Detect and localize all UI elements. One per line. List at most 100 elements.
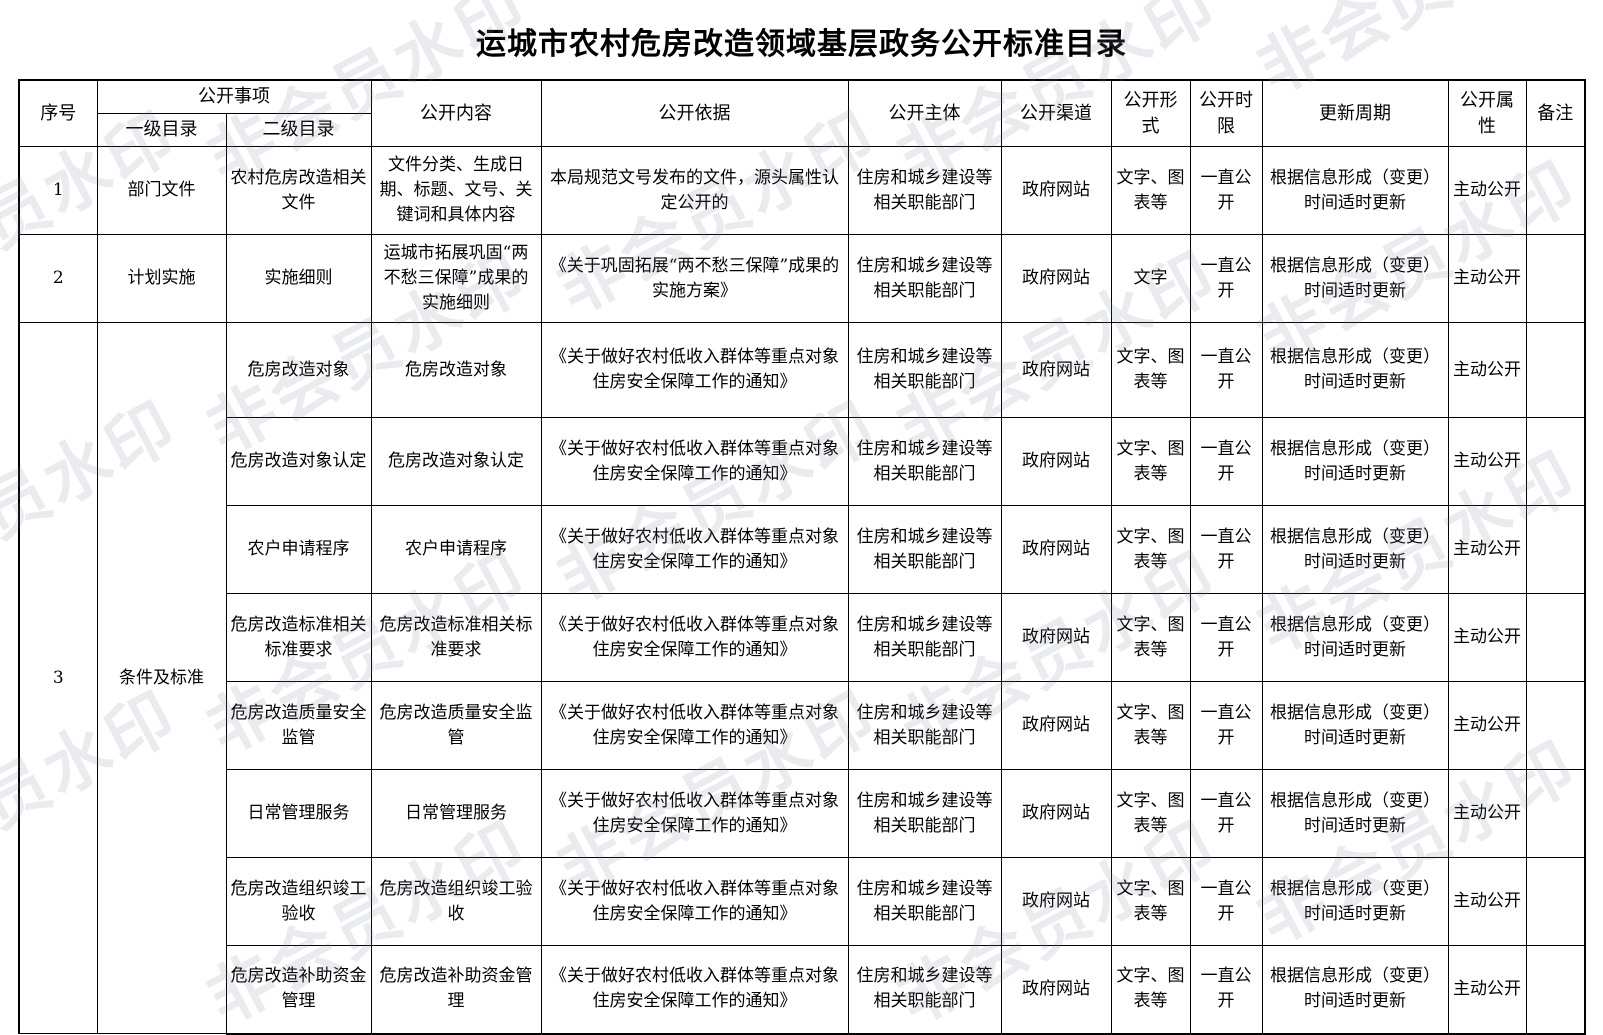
- cell-update-cycle: 根据信息形成（变更）时间适时更新: [1261, 234, 1449, 323]
- header-update-cycle: 更新周期: [1261, 79, 1449, 147]
- table-row: 危房改造对象认定 危房改造对象认定 《关于做好农村低收入群体等重点对象住房安全保障工…: [19, 417, 1586, 506]
- cell-basis: 《关于做好农村低收入群体等重点对象住房安全保障工作的通知》: [540, 417, 849, 506]
- cell-seq: 1: [18, 146, 98, 235]
- cell-update-cycle: 根据信息形成（变更）时间适时更新: [1261, 417, 1449, 506]
- cell-form: 文字、图表等: [1110, 593, 1191, 682]
- cell-level2: 危房改造组织竣工验收: [225, 857, 372, 946]
- cell-level1: 部门文件: [96, 146, 227, 235]
- cell-subject: 住房和城乡建设等相关职能部门: [847, 857, 1002, 946]
- table-header: 序号 公开事项 公开内容 公开依据 公开主体 公开渠道 公开形式 公开时限 更新…: [18, 79, 1586, 147]
- cell-remark: [1525, 945, 1586, 1035]
- cell-content: 危房改造对象: [370, 322, 542, 418]
- cell-level2: 农村危房改造相关文件: [225, 146, 372, 235]
- cell-level2: 日常管理服务: [225, 769, 372, 858]
- header-level2: 二级目录: [225, 113, 372, 147]
- cell-form: 文字、图表等: [1110, 505, 1191, 594]
- cell-basis: 《关于做好农村低收入群体等重点对象住房安全保障工作的通知》: [540, 681, 849, 770]
- cell-time-limit: 一直公开: [1189, 769, 1263, 858]
- cell-channel: 政府网站: [1000, 681, 1112, 770]
- header-row-sub: 一级目录 二级目录: [19, 113, 1585, 147]
- header-content: 公开内容: [370, 79, 542, 147]
- cell-form: 文字、图表等: [1110, 857, 1191, 946]
- cell-subject: 住房和城乡建设等相关职能部门: [847, 322, 1002, 418]
- cell-subject: 住房和城乡建设等相关职能部门: [847, 234, 1002, 323]
- cell-basis: 《关于做好农村低收入群体等重点对象住房安全保障工作的通知》: [540, 322, 849, 418]
- header-matter-group: 公开事项: [96, 79, 372, 114]
- cell-basis: 《关于做好农村低收入群体等重点对象住房安全保障工作的通知》: [540, 769, 849, 858]
- cell-level2: 实施细则: [225, 234, 372, 323]
- cell-content: 危房改造组织竣工验收: [370, 857, 542, 946]
- page-title: 运城市农村危房改造领域基层政务公开标准目录: [476, 27, 1127, 62]
- cell-level2: 危房改造对象认定: [225, 417, 372, 506]
- cell-channel: 政府网站: [1000, 945, 1112, 1035]
- cell-content: 危房改造质量安全监管: [370, 681, 542, 770]
- cell-channel: 政府网站: [1000, 234, 1112, 323]
- cell-attribute: 主动公开: [1447, 417, 1527, 506]
- cell-form: 文字、图表等: [1110, 681, 1191, 770]
- cell-basis: 《关于做好农村低收入群体等重点对象住房安全保障工作的通知》: [540, 857, 849, 946]
- table-row: 日常管理服务 日常管理服务 《关于做好农村低收入群体等重点对象住房安全保障工作的通知…: [19, 769, 1586, 858]
- header-remark: 备注: [1525, 79, 1586, 147]
- cell-content: 运城市拓展巩固“两不愁三保障”成果的实施细则: [370, 234, 542, 323]
- cell-content: 农户申请程序: [370, 505, 542, 594]
- header-attribute: 公开属性: [1447, 79, 1527, 147]
- cell-subject: 住房和城乡建设等相关职能部门: [847, 769, 1002, 858]
- cell-form: 文字、图表等: [1110, 417, 1191, 506]
- cell-attribute: 主动公开: [1447, 146, 1527, 235]
- cell-level2: 农户申请程序: [225, 505, 372, 594]
- cell-subject: 住房和城乡建设等相关职能部门: [847, 505, 1002, 594]
- cell-update-cycle: 根据信息形成（变更）时间适时更新: [1261, 322, 1449, 418]
- cell-attribute: 主动公开: [1447, 681, 1527, 770]
- header-row-top: 序号 公开事项 公开内容 公开依据 公开主体 公开渠道 公开形式 公开时限 更新…: [18, 79, 1586, 147]
- cell-attribute: 主动公开: [1447, 593, 1527, 682]
- cell-attribute: 主动公开: [1447, 945, 1527, 1035]
- table-row: 农户申请程序 农户申请程序 《关于做好农村低收入群体等重点对象住房安全保障工作的通知…: [19, 505, 1586, 594]
- cell-update-cycle: 根据信息形成（变更）时间适时更新: [1261, 505, 1449, 594]
- cell-content: 文件分类、生成日期、标题、文号、关键词和具体内容: [370, 146, 542, 235]
- cell-level1: 条件及标准: [96, 322, 227, 1034]
- cell-channel: 政府网站: [1000, 769, 1112, 858]
- cell-content: 危房改造对象认定: [370, 417, 542, 506]
- cell-time-limit: 一直公开: [1189, 681, 1263, 770]
- cell-update-cycle: 根据信息形成（变更）时间适时更新: [1261, 945, 1449, 1035]
- cell-attribute: 主动公开: [1447, 857, 1527, 946]
- cell-update-cycle: 根据信息形成（变更）时间适时更新: [1261, 593, 1449, 682]
- cell-basis: 本局规范文号发布的文件，源头属性认定公开的: [540, 146, 849, 235]
- cell-subject: 住房和城乡建设等相关职能部门: [847, 593, 1002, 682]
- cell-channel: 政府网站: [1000, 322, 1112, 418]
- cell-attribute: 主动公开: [1447, 505, 1527, 594]
- cell-time-limit: 一直公开: [1189, 146, 1263, 235]
- cell-channel: 政府网站: [1000, 417, 1112, 506]
- cell-form: 文字、图表等: [1110, 146, 1191, 235]
- cell-level1: 计划实施: [96, 234, 227, 323]
- cell-remark: [1525, 322, 1586, 418]
- cell-channel: 政府网站: [1000, 146, 1112, 235]
- cell-content: 危房改造标准相关标准要求: [370, 593, 542, 682]
- header-time-limit: 公开时限: [1189, 79, 1263, 147]
- cell-basis: 《关于做好农村低收入群体等重点对象住房安全保障工作的通知》: [540, 593, 849, 682]
- header-level1: 一级目录: [96, 113, 227, 147]
- cell-basis: 《关于做好农村低收入群体等重点对象住房安全保障工作的通知》: [540, 505, 849, 594]
- cell-update-cycle: 根据信息形成（变更）时间适时更新: [1261, 769, 1449, 858]
- cell-level2: 危房改造质量安全监管: [225, 681, 372, 770]
- cell-remark: [1525, 593, 1586, 682]
- cell-update-cycle: 根据信息形成（变更）时间适时更新: [1261, 857, 1449, 946]
- cell-level2: 危房改造标准相关标准要求: [225, 593, 372, 682]
- cell-form: 文字、图表等: [1110, 945, 1191, 1035]
- cell-attribute: 主动公开: [1447, 322, 1527, 418]
- table-row: 危房改造组织竣工验收 危房改造组织竣工验收 《关于做好农村低收入群体等重点对象住房安…: [19, 857, 1586, 946]
- header-subject: 公开主体: [847, 79, 1002, 147]
- cell-level2: 危房改造补助资金管理: [225, 945, 372, 1035]
- cell-subject: 住房和城乡建设等相关职能部门: [847, 417, 1002, 506]
- table-row: 危房改造质量安全监管 危房改造质量安全监管 《关于做好农村低收入群体等重点对象住房安…: [19, 681, 1586, 770]
- cell-time-limit: 一直公开: [1189, 505, 1263, 594]
- header-seq: 序号: [18, 79, 98, 147]
- cell-channel: 政府网站: [1000, 505, 1112, 594]
- table-row: 危房改造补助资金管理 危房改造补助资金管理 《关于做好农村低收入群体等重点对象住房安…: [19, 945, 1586, 1035]
- cell-seq: 2: [18, 234, 98, 323]
- cell-basis: 《关于巩固拓展“两不愁三保障”成果的实施方案》: [540, 234, 849, 323]
- cell-time-limit: 一直公开: [1189, 945, 1263, 1035]
- cell-time-limit: 一直公开: [1189, 857, 1263, 946]
- header-basis: 公开依据: [540, 79, 849, 147]
